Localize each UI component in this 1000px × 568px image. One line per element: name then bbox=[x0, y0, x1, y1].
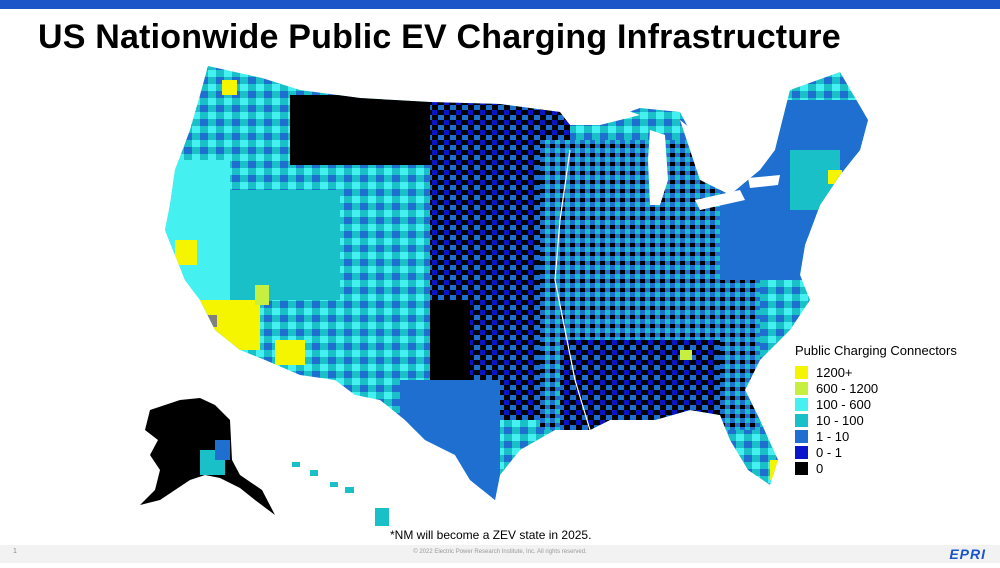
legend-title: Public Charging Connectors bbox=[795, 343, 957, 358]
legend-label: 1200+ bbox=[816, 364, 853, 380]
legend-item-600-1200: 600 - 1200 bbox=[795, 380, 957, 396]
legend-swatch bbox=[795, 413, 808, 427]
legend-swatch bbox=[795, 461, 808, 475]
legend-swatch bbox=[795, 445, 808, 459]
legend-swatch bbox=[795, 429, 808, 443]
legend: Public Charging Connectors 1200+ 600 - 1… bbox=[795, 343, 957, 476]
legend-label: 10 - 100 bbox=[816, 412, 864, 428]
legend-item-1-10: 1 - 10 bbox=[795, 428, 957, 444]
footnote: *NM will become a ZEV state in 2025. bbox=[390, 528, 592, 542]
page-title: US Nationwide Public EV Charging Infrast… bbox=[38, 18, 841, 56]
legend-item-100-600: 100 - 600 bbox=[795, 396, 957, 412]
page-number: 1 bbox=[13, 548, 17, 555]
legend-swatch bbox=[795, 381, 808, 395]
legend-item-1200-plus: 1200+ bbox=[795, 364, 957, 380]
epri-logo: EPRI bbox=[949, 546, 986, 562]
legend-item-0-1: 0 - 1 bbox=[795, 444, 957, 460]
copyright-text: © 2022 Electric Power Research Institute… bbox=[413, 549, 587, 555]
legend-label: 100 - 600 bbox=[816, 396, 871, 412]
legend-label: 0 - 1 bbox=[816, 444, 843, 460]
legend-swatch bbox=[795, 365, 808, 379]
top-accent-bar bbox=[0, 0, 1000, 9]
legend-label: 600 - 1200 bbox=[816, 380, 879, 396]
legend-swatch bbox=[795, 397, 808, 411]
legend-item-10-100: 10 - 100 bbox=[795, 412, 957, 428]
footer-bar: 1 © 2022 Electric Power Research Institu… bbox=[0, 545, 1000, 563]
legend-items: 1200+ 600 - 1200 100 - 600 10 - 100 1 - … bbox=[795, 364, 957, 476]
legend-label: 1 - 10 bbox=[816, 428, 850, 444]
legend-item-0: 0 bbox=[795, 460, 957, 476]
contiguous-us bbox=[165, 66, 868, 500]
hawaii bbox=[292, 462, 389, 526]
legend-label: 0 bbox=[816, 460, 824, 476]
